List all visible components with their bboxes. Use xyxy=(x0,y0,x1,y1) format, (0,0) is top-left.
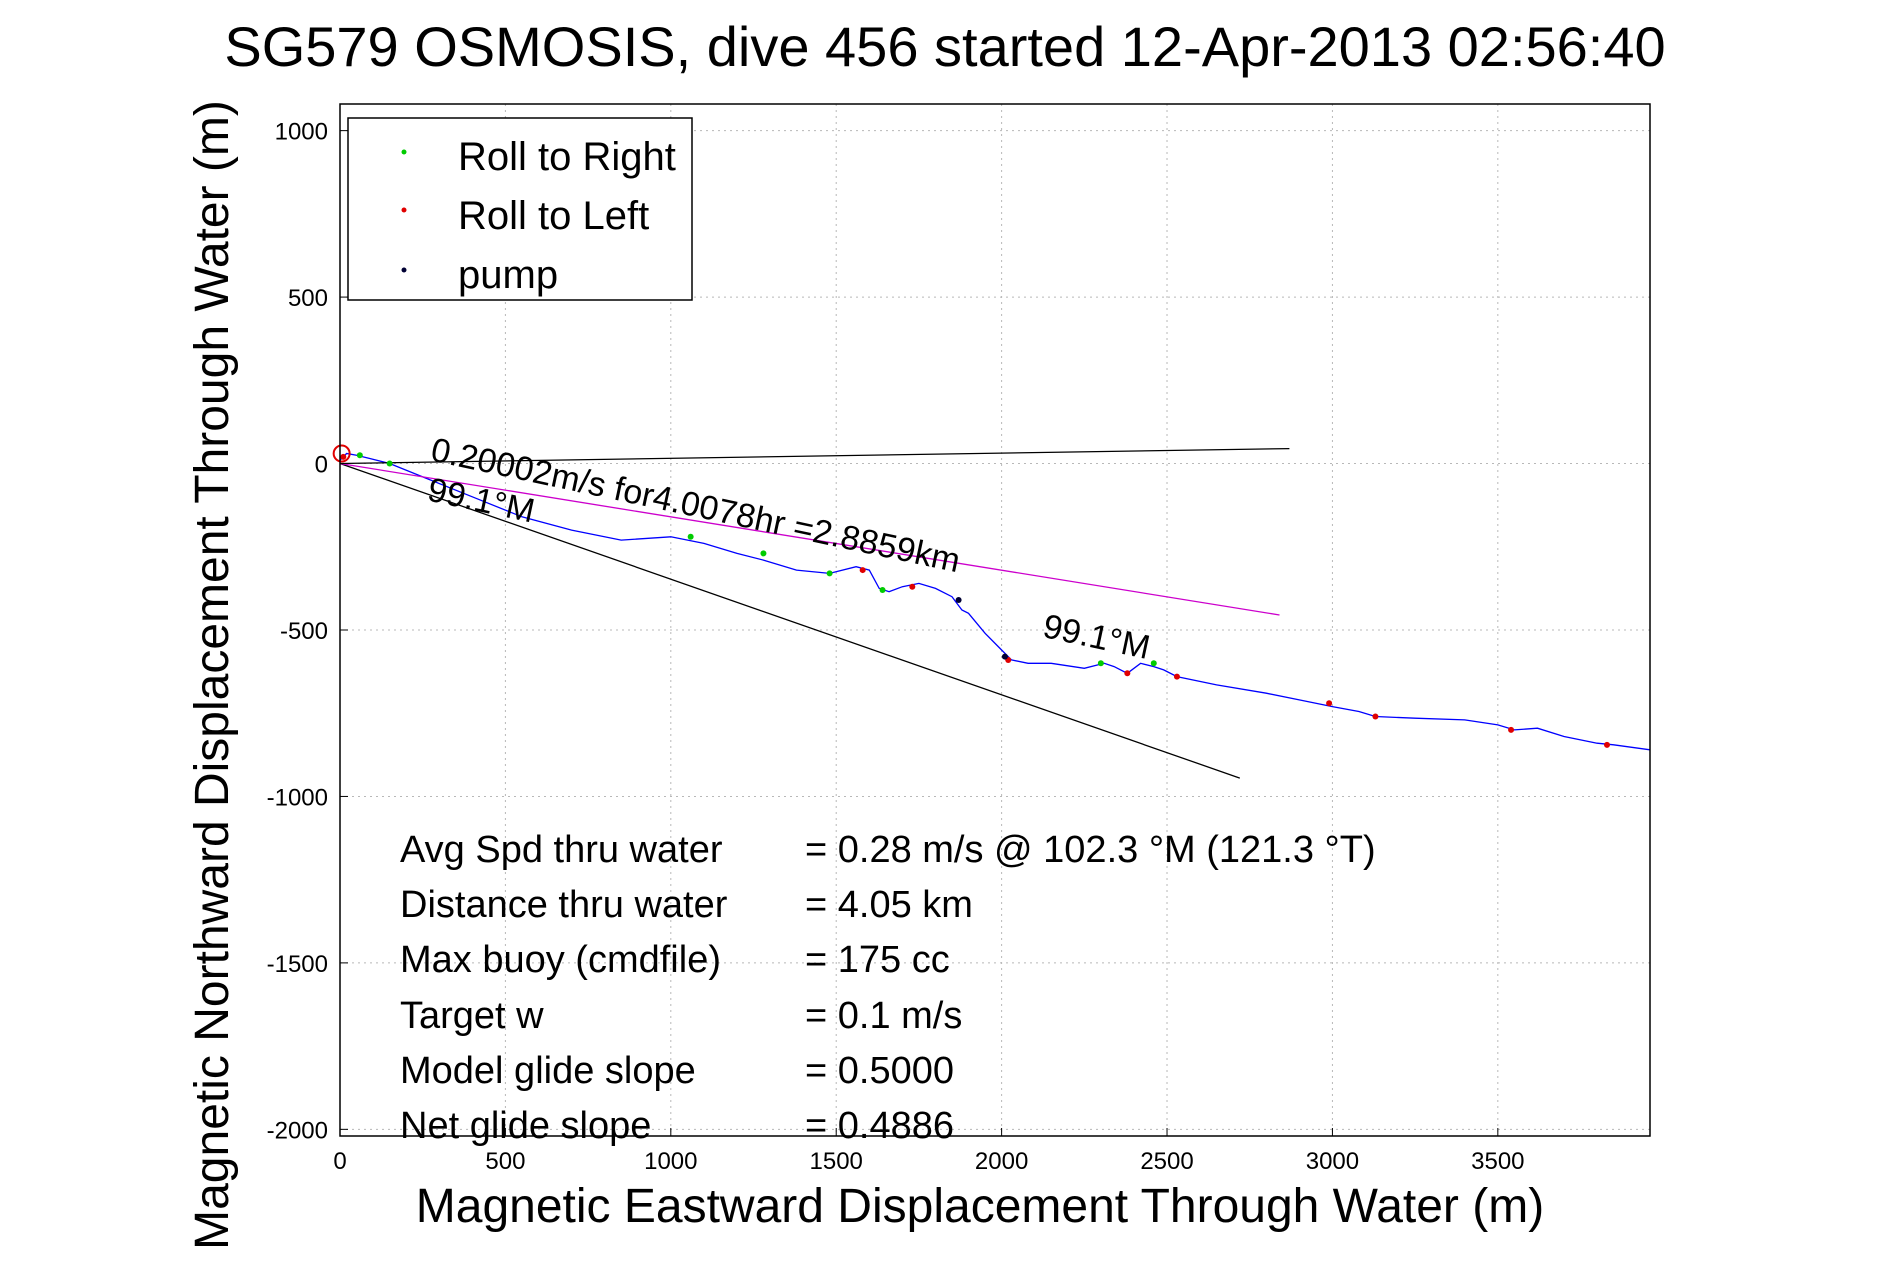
x-axis-label: Magnetic Eastward Displacement Through W… xyxy=(416,1180,1544,1233)
marker-roll-right xyxy=(826,570,833,577)
marker-layer xyxy=(332,444,1610,748)
legend-pump-marker xyxy=(401,267,407,273)
x-tick-label: 2500 xyxy=(1140,1148,1193,1175)
y-tick-label: -2000 xyxy=(267,1117,328,1144)
marker-roll-right xyxy=(760,550,767,557)
stat-avg-speed-value: = 0.28 m/s @ 102.3 °M (121.3 °T) xyxy=(805,829,1376,871)
stat-model-glide-value: = 0.5000 xyxy=(805,1050,954,1092)
marker-roll-left xyxy=(1124,670,1131,677)
stat-net-glide-value: = 0.4886 xyxy=(805,1105,954,1147)
grid-layer xyxy=(339,104,1650,1136)
marker-roll-right xyxy=(1150,660,1157,667)
legend-pump-label: pump xyxy=(458,253,558,297)
x-tick-label: 3000 xyxy=(1306,1148,1359,1175)
marker-roll-left xyxy=(859,567,866,574)
y-tick-label: -1000 xyxy=(267,784,328,811)
y-tick-label: -1500 xyxy=(267,951,328,978)
x-tick-label: 1000 xyxy=(644,1148,697,1175)
legend-roll-right-marker xyxy=(401,149,407,155)
series-line-heading-line xyxy=(339,447,1290,465)
x-tick-label: 0 xyxy=(333,1148,346,1175)
y-tick-label: 0 xyxy=(315,452,328,479)
series-line-track xyxy=(339,452,1651,751)
marker-roll-left xyxy=(1508,726,1515,733)
stats-block: Avg Spd thru water = 0.28 m/s @ 102.3 °M… xyxy=(400,829,1376,1147)
series-line-current-line xyxy=(339,462,1280,616)
marker-roll-left xyxy=(340,453,347,460)
series-layer xyxy=(339,447,1651,779)
stat-distance-value: = 4.05 km xyxy=(805,884,973,926)
legend: Roll to Right Roll to Left pump xyxy=(347,117,693,301)
marker-roll-right xyxy=(1097,660,1104,667)
series-line-average-line xyxy=(339,462,1241,779)
marker-roll-right xyxy=(356,452,363,459)
marker-pump xyxy=(1001,653,1008,660)
tick-layer: 0 500 1000 1500 2000 2500 3000 3500 -2000 -1500 -1… xyxy=(267,119,1525,1175)
y-tick-label: 500 xyxy=(288,285,328,312)
stat-max-buoy-value: = 175 cc xyxy=(805,939,950,981)
legend-roll-left-label: Roll to Left xyxy=(458,194,649,238)
stat-avg-speed-label: Avg Spd thru water xyxy=(400,829,723,871)
x-tick-label: 500 xyxy=(485,1148,525,1175)
marker-roll-left xyxy=(1372,713,1379,720)
y-axis-label: Magnetic Northward Displacement Through … xyxy=(186,100,239,1250)
plot-frame xyxy=(339,103,1651,1137)
marker-roll-right xyxy=(879,587,886,594)
x-tick-label: 2000 xyxy=(975,1148,1028,1175)
marker-roll-left xyxy=(1173,673,1180,680)
x-tick-label: 1500 xyxy=(810,1148,863,1175)
stat-distance-label: Distance thru water xyxy=(400,884,728,926)
stat-net-glide-label: Net glide slope xyxy=(400,1105,651,1147)
legend-roll-left-marker xyxy=(401,207,407,213)
marker-roll-right xyxy=(386,460,393,467)
x-tick-label: 3500 xyxy=(1471,1148,1524,1175)
legend-roll-right-label: Roll to Right xyxy=(458,135,676,179)
stat-model-glide-label: Model glide slope xyxy=(400,1050,696,1092)
stat-max-buoy-label: Max buoy (cmdfile) xyxy=(400,939,721,981)
y-tick-label: 1000 xyxy=(275,119,328,146)
marker-roll-left xyxy=(1603,741,1610,748)
marker-roll-left xyxy=(909,583,916,590)
y-tick-label: -500 xyxy=(280,618,328,645)
marker-roll-right xyxy=(687,533,694,540)
marker-pump xyxy=(955,597,962,604)
stat-target-w-label: Target w xyxy=(400,995,544,1037)
start-marker xyxy=(332,444,351,463)
marker-roll-left xyxy=(1326,700,1333,707)
stat-target-w-value: = 0.1 m/s xyxy=(805,995,962,1037)
chart-title: SG579 OSMOSIS, dive 456 started 12-Apr-2… xyxy=(224,15,1665,78)
